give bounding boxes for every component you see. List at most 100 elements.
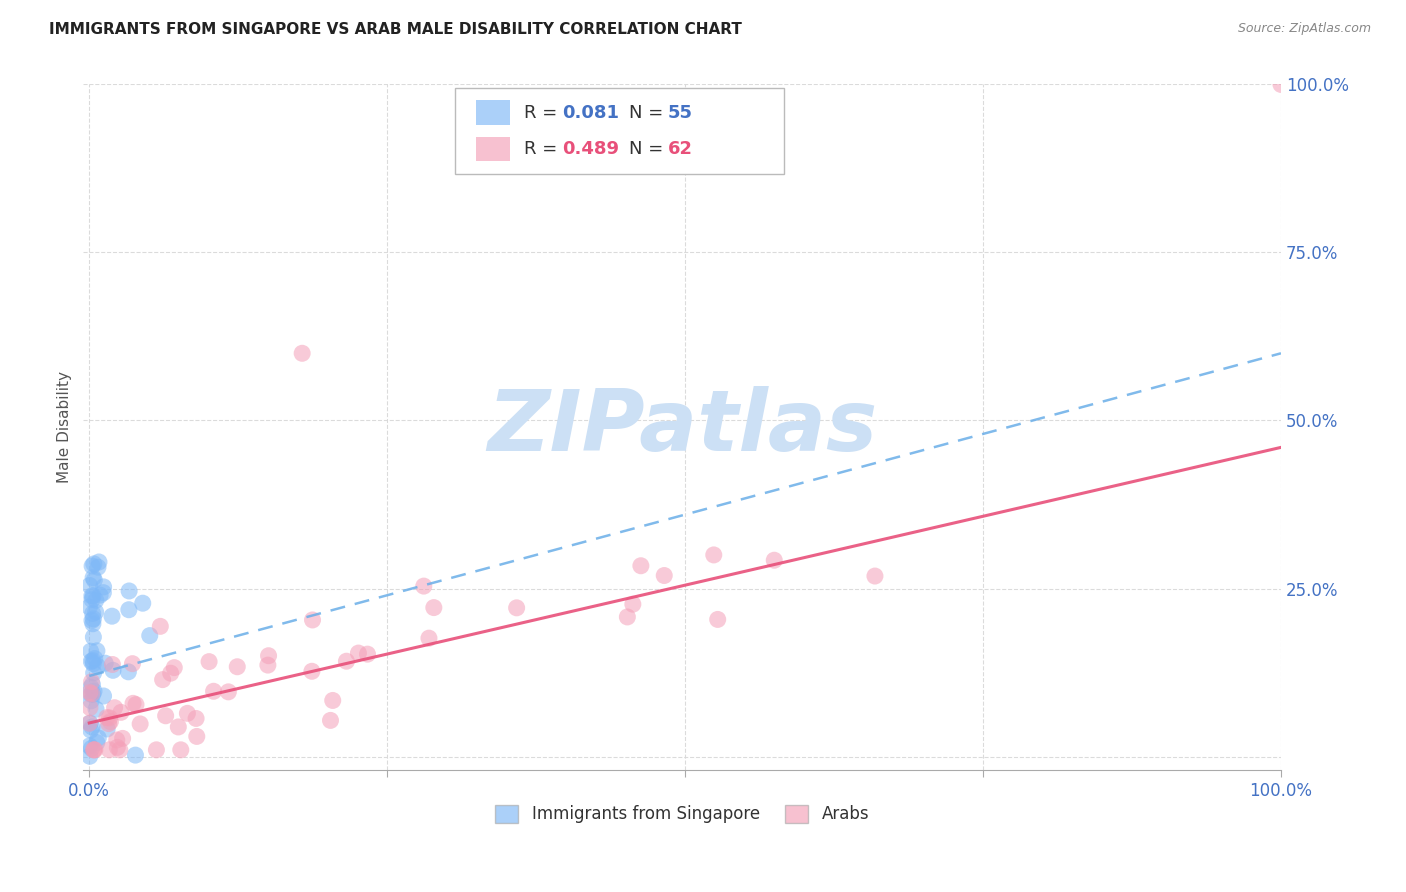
Point (124, 748, 146, 763)
Point (82, 559, 104, 574)
Point (83, 743, 105, 757)
Y-axis label: Male Disability: Male Disability (58, 371, 72, 483)
Text: N =: N = (630, 140, 669, 158)
Point (83, 743, 105, 757)
Point (132, 596, 155, 610)
Point (347, 646, 370, 660)
Point (301, 665, 323, 679)
Text: R =: R = (524, 140, 562, 158)
Point (121, 657, 143, 671)
Text: 55: 55 (668, 103, 693, 121)
Point (423, 600, 446, 615)
Point (98, 743, 121, 757)
Point (101, 663, 124, 677)
Point (79, 739, 101, 753)
Point (418, 631, 440, 645)
Point (125, 698, 148, 712)
Point (217, 685, 239, 699)
Bar (477, 136, 509, 161)
Point (122, 696, 145, 710)
Point (226, 659, 249, 673)
Point (111, 731, 134, 746)
Point (80, 654, 103, 668)
Point (77, 716, 100, 731)
Point (301, 613, 323, 627)
Point (93, 580, 115, 594)
Point (335, 654, 357, 668)
Point (159, 666, 181, 681)
Point (319, 714, 342, 728)
Point (79, 685, 101, 699)
Point (80, 741, 103, 756)
Point (184, 711, 207, 725)
Point (79, 700, 101, 714)
Point (87, 560, 110, 574)
Point (104, 700, 127, 714)
Point (98, 711, 121, 725)
Text: Source: ZipAtlas.com: Source: ZipAtlas.com (1237, 22, 1371, 36)
Text: R =: R = (524, 103, 562, 121)
Point (108, 743, 131, 757)
Point (96, 710, 118, 724)
Point (80, 674, 103, 689)
Point (170, 743, 193, 757)
Point (257, 658, 280, 673)
Point (356, 647, 378, 661)
Point (86, 644, 108, 658)
Text: IMMIGRANTS FROM SINGAPORE VS ARAB MALE DISABILITY CORRELATION CHART: IMMIGRANTS FROM SINGAPORE VS ARAB MALE D… (49, 22, 742, 37)
Point (652, 568, 675, 582)
Point (87, 555, 110, 569)
Point (79, 578, 101, 592)
Point (100, 714, 122, 729)
Point (83, 743, 105, 757)
Point (155, 708, 177, 723)
Point (86, 736, 108, 750)
Point (80, 589, 103, 603)
Point (257, 648, 280, 663)
Point (82, 607, 104, 621)
Point (616, 610, 638, 624)
Text: 62: 62 (668, 140, 693, 158)
Point (291, 346, 314, 360)
Text: 0.489: 0.489 (562, 140, 620, 158)
Point (139, 629, 162, 643)
Point (82, 616, 104, 631)
Point (706, 612, 728, 626)
Point (118, 603, 141, 617)
Point (80, 614, 103, 628)
Point (94, 656, 117, 670)
Point (83, 665, 105, 680)
Point (82, 654, 104, 668)
Point (79, 599, 101, 614)
Point (145, 743, 167, 757)
Point (83, 573, 105, 587)
Point (202, 684, 225, 698)
Point (105, 733, 128, 747)
Point (84, 605, 107, 619)
Point (105, 740, 128, 755)
Point (101, 657, 124, 672)
Point (118, 584, 141, 599)
Point (79, 749, 101, 764)
Point (82, 630, 104, 644)
Point (82, 571, 104, 585)
Point (79, 716, 101, 731)
Text: ZIPatlas: ZIPatlas (486, 385, 877, 468)
Point (86, 659, 108, 673)
Text: N =: N = (630, 103, 669, 121)
Point (863, 569, 886, 583)
Point (83, 684, 105, 698)
Text: 0.081: 0.081 (562, 103, 620, 121)
Legend: Immigrants from Singapore, Arabs: Immigrants from Singapore, Arabs (495, 805, 869, 823)
Point (176, 706, 198, 721)
Bar (477, 100, 509, 125)
Point (703, 548, 725, 562)
Point (83, 651, 105, 665)
Point (167, 720, 190, 734)
Point (322, 693, 344, 707)
Point (82, 687, 104, 701)
Point (412, 579, 434, 593)
Point (1270, 78, 1292, 92)
Point (82, 657, 104, 671)
Point (80, 720, 103, 734)
